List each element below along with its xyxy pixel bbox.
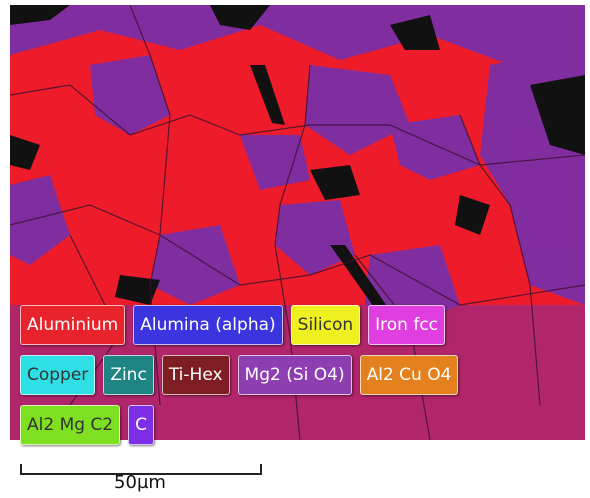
legend-item: Al2 Cu O4 [359,355,459,395]
legend-row: Aluminium Alumina (alpha) Silicon Iron fcc [20,305,466,345]
legend-row: Al2 Mg C2 C [20,405,466,445]
legend-item: Copper [20,355,96,395]
legend-item: Alumina (alpha) [133,305,283,345]
legend-item: Ti-Hex [161,355,230,395]
legend-item: Silicon [290,305,361,345]
phase-map [10,5,585,440]
legend-item: C [128,405,154,445]
legend-row: Copper Zinc Ti-Hex Mg2 (Si O4) Al2 Cu O4 [20,355,466,395]
legend: Aluminium Alumina (alpha) Silicon Iron fcc C… [20,305,466,455]
legend-item: Mg2 (Si O4) [237,355,352,395]
legend-item: Iron fcc [368,305,446,345]
scale-bar-label: 50µm [114,472,166,493]
legend-item: Zinc [103,355,154,395]
legend-item: Al2 Mg C2 [20,405,121,445]
scale-bar [20,464,262,475]
legend-item: Aluminium [20,305,126,345]
